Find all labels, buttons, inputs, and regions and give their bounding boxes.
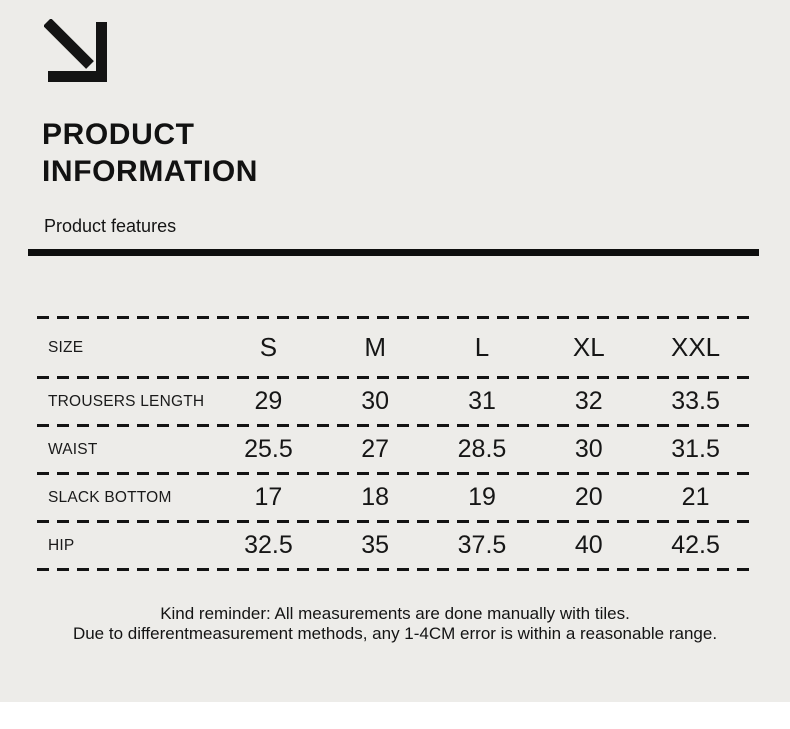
value-cell: 18 bbox=[361, 483, 390, 511]
value-cell: 37.5 bbox=[457, 531, 507, 559]
value-cell: 32.5 bbox=[244, 531, 293, 559]
value-cell: 28.5 bbox=[457, 435, 507, 463]
value-cell: 32 bbox=[574, 387, 603, 415]
value-cell: 19 bbox=[468, 483, 496, 511]
value-cell: 40 bbox=[574, 531, 603, 559]
reminder-line1: Kind reminder: All measurements are done… bbox=[160, 604, 630, 623]
row-label: HIP bbox=[48, 536, 75, 554]
section-divider bbox=[28, 249, 759, 256]
value-cell: 30 bbox=[361, 387, 390, 415]
value-cell: 42.5 bbox=[671, 531, 720, 559]
reminder-line2: Due to differentmeasurement methods, any… bbox=[72, 624, 718, 643]
gray-panel: PRODUCT INFORMATION Product features SIZ… bbox=[0, 0, 790, 702]
kind-reminder-note: Kind reminder: All measurements are done… bbox=[0, 604, 790, 644]
column-header-l: L bbox=[474, 332, 490, 362]
column-header-s: S bbox=[259, 332, 278, 362]
column-header-xl: XL bbox=[572, 332, 605, 362]
row-divider bbox=[37, 472, 749, 475]
value-cell: 25.5 bbox=[244, 435, 293, 463]
value-cell: 33.5 bbox=[671, 387, 720, 415]
row-divider bbox=[37, 376, 749, 379]
value-cell: 29 bbox=[254, 387, 283, 415]
row-label: TROUSERS LENGTH bbox=[48, 392, 205, 410]
row-label: SLACK BOTTOM bbox=[48, 488, 172, 506]
table-header-label: SIZE bbox=[48, 338, 84, 356]
section-label-product-features: Product features bbox=[44, 216, 177, 236]
table-border-top bbox=[37, 316, 749, 319]
value-cell: 30 bbox=[574, 435, 603, 463]
value-cell: 17 bbox=[254, 483, 283, 511]
table-row-hip: HIP 32.5 35 37.5 40 42.5 bbox=[37, 523, 749, 568]
page-title: PRODUCT INFORMATION bbox=[42, 116, 258, 190]
row-label: WAIST bbox=[48, 440, 98, 458]
value-cell: 35 bbox=[361, 531, 390, 559]
table-border-bottom bbox=[37, 568, 749, 571]
value-cell: 31.5 bbox=[671, 435, 720, 463]
column-header-m: M bbox=[364, 332, 387, 362]
column-header-xxl: XXL bbox=[671, 332, 721, 362]
value-cell: 27 bbox=[361, 435, 390, 463]
table-header-row: SIZE S M L XL XXL bbox=[37, 319, 749, 376]
value-cell: 31 bbox=[468, 387, 496, 415]
arrow-down-right-icon bbox=[44, 19, 107, 82]
size-chart-table: SIZE S M L XL XXL TROUSERS LENGTH 29 30 … bbox=[37, 316, 749, 571]
table-row-waist: WAIST 25.5 27 28.5 30 31.5 bbox=[37, 427, 749, 472]
page-title-line2: INFORMATION bbox=[42, 155, 259, 189]
table-row-trousers-length: TROUSERS LENGTH 29 30 31 32 33.5 bbox=[37, 379, 749, 424]
table-row-slack-bottom: SLACK BOTTOM 17 18 19 20 21 bbox=[37, 475, 749, 520]
value-cell: 21 bbox=[681, 483, 710, 511]
row-divider bbox=[37, 520, 749, 523]
row-divider bbox=[37, 424, 749, 427]
value-cell: 20 bbox=[574, 483, 603, 511]
page-title-line1: PRODUCT bbox=[42, 118, 195, 152]
